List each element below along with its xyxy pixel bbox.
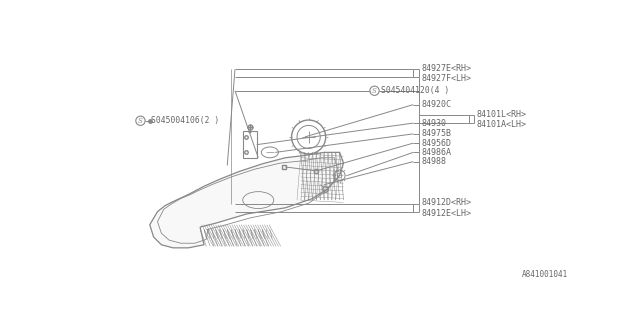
Text: S045004106(2 ): S045004106(2 ): [151, 116, 220, 125]
Text: S045404120(4 ): S045404120(4 ): [381, 86, 449, 95]
Text: 84101L<RH>: 84101L<RH>: [476, 110, 526, 119]
Text: 84956D: 84956D: [421, 139, 451, 148]
Text: 84912E<LH>: 84912E<LH>: [421, 209, 471, 218]
Polygon shape: [150, 152, 344, 248]
Text: 84988: 84988: [421, 157, 446, 166]
Text: 84101A<LH>: 84101A<LH>: [476, 120, 526, 129]
Text: 84927F<LH>: 84927F<LH>: [421, 74, 471, 83]
Text: S: S: [372, 87, 377, 95]
Text: 84920C: 84920C: [421, 100, 451, 109]
Text: 84927E<RH>: 84927E<RH>: [421, 64, 471, 73]
Bar: [243, 131, 257, 158]
Text: A841001041: A841001041: [522, 270, 568, 279]
Text: S: S: [138, 117, 143, 125]
Text: 84986A: 84986A: [421, 148, 451, 157]
Text: 84930: 84930: [421, 119, 446, 128]
Text: 84975B: 84975B: [421, 129, 451, 138]
Text: 84912D<RH>: 84912D<RH>: [421, 198, 471, 207]
